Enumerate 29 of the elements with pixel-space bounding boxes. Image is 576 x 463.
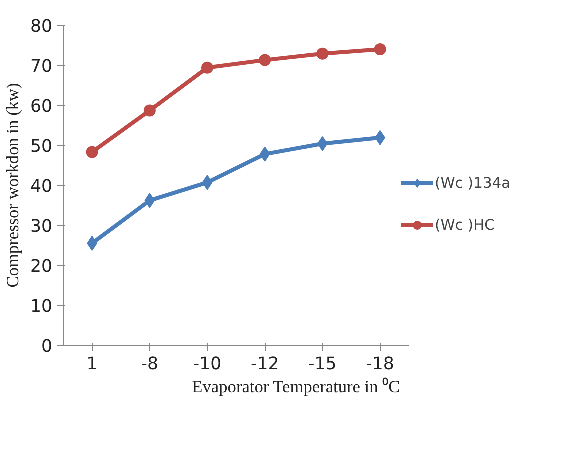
- x-tick-label: -18: [366, 354, 394, 374]
- y-tick-label: 10: [30, 297, 53, 317]
- legend-label: (Wc )HC: [435, 216, 495, 234]
- y-axis-title: Compressor workdon in (kw): [3, 83, 22, 288]
- point: [86, 146, 98, 158]
- y-tick-label: 70: [30, 57, 53, 77]
- y-tick-label: 40: [30, 177, 53, 197]
- x-tick-label: -8: [141, 354, 159, 374]
- y-tick-label: 50: [30, 137, 53, 157]
- point: [259, 54, 272, 66]
- point: [316, 48, 329, 60]
- point: [87, 236, 98, 251]
- y-tick-label: 80: [30, 17, 53, 37]
- x-tick-label: -15: [308, 354, 337, 374]
- point: [144, 193, 156, 208]
- point: [144, 104, 156, 117]
- point: [202, 175, 213, 190]
- y-tick-label: 20: [30, 257, 53, 277]
- point: [260, 146, 270, 162]
- x-axis-title: Evaporator Temperature in ⁰C: [192, 378, 400, 396]
- x-tick-label: -12: [250, 354, 280, 374]
- legend-label: (Wc )134a: [435, 174, 511, 192]
- x-tick-label: -10: [193, 354, 222, 374]
- y-tick-label: 30: [30, 217, 53, 237]
- x-tick-label: 1: [86, 354, 98, 374]
- point: [201, 62, 214, 74]
- y-tick-label: 60: [30, 97, 53, 117]
- point: [374, 44, 386, 56]
- y-tick-label: 0: [41, 337, 53, 357]
